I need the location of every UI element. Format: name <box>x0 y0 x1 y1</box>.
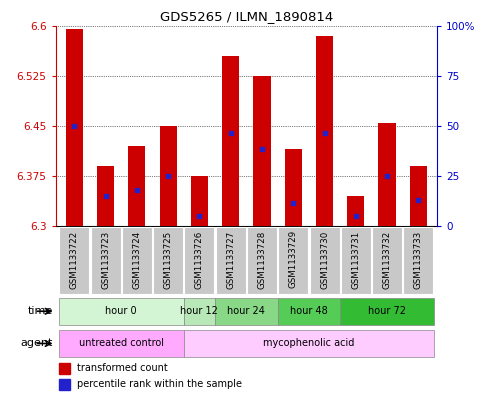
Text: mycophenolic acid: mycophenolic acid <box>263 338 355 349</box>
Text: GSM1133730: GSM1133730 <box>320 230 329 288</box>
FancyBboxPatch shape <box>278 298 340 325</box>
Title: GDS5265 / ILMN_1890814: GDS5265 / ILMN_1890814 <box>160 10 333 23</box>
Text: GSM1133722: GSM1133722 <box>70 230 79 288</box>
FancyBboxPatch shape <box>403 227 433 294</box>
FancyBboxPatch shape <box>59 227 89 294</box>
Bar <box>316 36 333 226</box>
Text: percentile rank within the sample: percentile rank within the sample <box>76 379 242 389</box>
FancyBboxPatch shape <box>58 330 184 357</box>
Bar <box>159 126 177 226</box>
FancyBboxPatch shape <box>372 227 402 294</box>
Bar <box>410 166 427 226</box>
Text: hour 0: hour 0 <box>105 306 137 316</box>
FancyBboxPatch shape <box>184 330 434 357</box>
Text: GSM1133723: GSM1133723 <box>101 230 110 288</box>
FancyBboxPatch shape <box>340 298 434 325</box>
Text: GSM1133726: GSM1133726 <box>195 230 204 288</box>
Text: untreated control: untreated control <box>79 338 164 349</box>
Text: hour 24: hour 24 <box>227 306 265 316</box>
FancyBboxPatch shape <box>341 227 371 294</box>
FancyBboxPatch shape <box>122 227 152 294</box>
Text: GSM1133729: GSM1133729 <box>289 230 298 288</box>
FancyBboxPatch shape <box>247 227 277 294</box>
Text: time: time <box>28 306 53 316</box>
Bar <box>379 123 396 226</box>
FancyBboxPatch shape <box>278 227 308 294</box>
Text: GSM1133731: GSM1133731 <box>351 230 360 288</box>
FancyBboxPatch shape <box>58 298 184 325</box>
Text: GSM1133732: GSM1133732 <box>383 230 392 288</box>
Text: transformed count: transformed count <box>76 363 167 373</box>
Bar <box>66 29 83 226</box>
Text: GSM1133725: GSM1133725 <box>164 230 172 288</box>
Text: agent: agent <box>21 338 53 349</box>
FancyBboxPatch shape <box>310 227 340 294</box>
FancyBboxPatch shape <box>184 298 215 325</box>
Bar <box>191 176 208 226</box>
Text: GSM1133728: GSM1133728 <box>257 230 267 288</box>
Bar <box>59 379 70 390</box>
Text: hour 48: hour 48 <box>290 306 328 316</box>
Bar <box>59 363 70 374</box>
Bar <box>128 146 145 226</box>
Text: hour 72: hour 72 <box>368 306 406 316</box>
Text: GSM1133733: GSM1133733 <box>414 230 423 288</box>
Bar <box>97 166 114 226</box>
FancyBboxPatch shape <box>185 227 214 294</box>
Text: GSM1133724: GSM1133724 <box>132 230 142 288</box>
Bar <box>284 149 302 226</box>
Text: hour 12: hour 12 <box>181 306 218 316</box>
FancyBboxPatch shape <box>153 227 183 294</box>
Bar <box>347 196 364 226</box>
Bar <box>254 76 270 226</box>
Text: GSM1133727: GSM1133727 <box>226 230 235 288</box>
FancyBboxPatch shape <box>91 227 121 294</box>
FancyBboxPatch shape <box>216 227 246 294</box>
FancyBboxPatch shape <box>215 298 278 325</box>
Bar <box>222 56 239 226</box>
